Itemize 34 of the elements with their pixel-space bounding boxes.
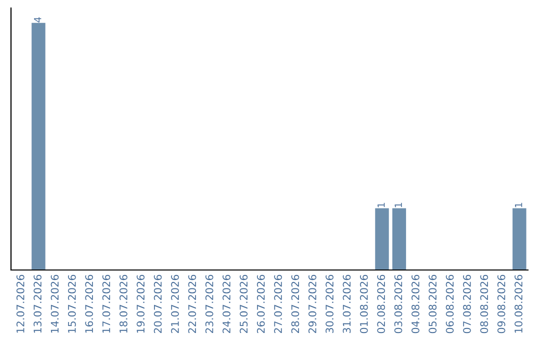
- x-tick-label: 03.08.2026: [394, 274, 402, 334]
- x-tick-label: 02.08.2026: [377, 274, 386, 334]
- data-label: 1: [378, 202, 385, 208]
- x-tick-label: 21.07.2026: [171, 274, 179, 334]
- x-tick-label: 19.07.2026: [136, 274, 145, 333]
- x-tick-label: 06.08.2026: [446, 274, 454, 334]
- x-tick-label: 25.07.2026: [240, 274, 248, 334]
- x-tick-label: 01.08.2026: [360, 274, 368, 334]
- x-tick-label: 31.07.2026: [342, 274, 351, 334]
- data-label: 1: [394, 202, 402, 208]
- x-tick-label: 29.07.2026: [308, 274, 316, 334]
- data-label: 4: [34, 17, 42, 22]
- x-tick-label: 14.07.2026: [50, 274, 59, 333]
- x-tick-label: 26.07.2026: [256, 274, 265, 334]
- x-tick-label: 07.08.2026: [463, 274, 471, 334]
- x-tick-label: 22.07.2026: [188, 274, 196, 334]
- x-tick-label: 24.07.2026: [222, 274, 230, 334]
- x-tick-label: 20.07.2026: [154, 274, 162, 334]
- x-tick-label: 13.07.2026: [34, 274, 42, 333]
- x-tick-label: 28.07.2026: [291, 274, 300, 334]
- x-tick-label: 27.07.2026: [274, 274, 282, 334]
- x-tick-label: 12.07.2026: [16, 274, 24, 333]
- x-tick-label: 08.08.2026: [480, 274, 488, 334]
- x-tick-label: 17.07.2026: [102, 274, 110, 333]
- x-tick-label: 09.08.2026: [497, 274, 506, 334]
- x-tick-label: 18.07.2026: [120, 274, 128, 333]
- x-tick-label: 16.07.2026: [85, 274, 94, 333]
- x-tick-label: 05.08.2026: [428, 274, 437, 334]
- data-label: 1: [515, 202, 522, 208]
- x-tick-label: 23.07.2026: [205, 274, 214, 334]
- x-tick-label: 04.08.2026: [412, 274, 420, 334]
- x-tick-label: 10.08.2026: [514, 274, 522, 333]
- x-tick-label: 30.07.2026: [326, 274, 334, 334]
- x-tick-label: 15.07.2026: [68, 274, 76, 333]
